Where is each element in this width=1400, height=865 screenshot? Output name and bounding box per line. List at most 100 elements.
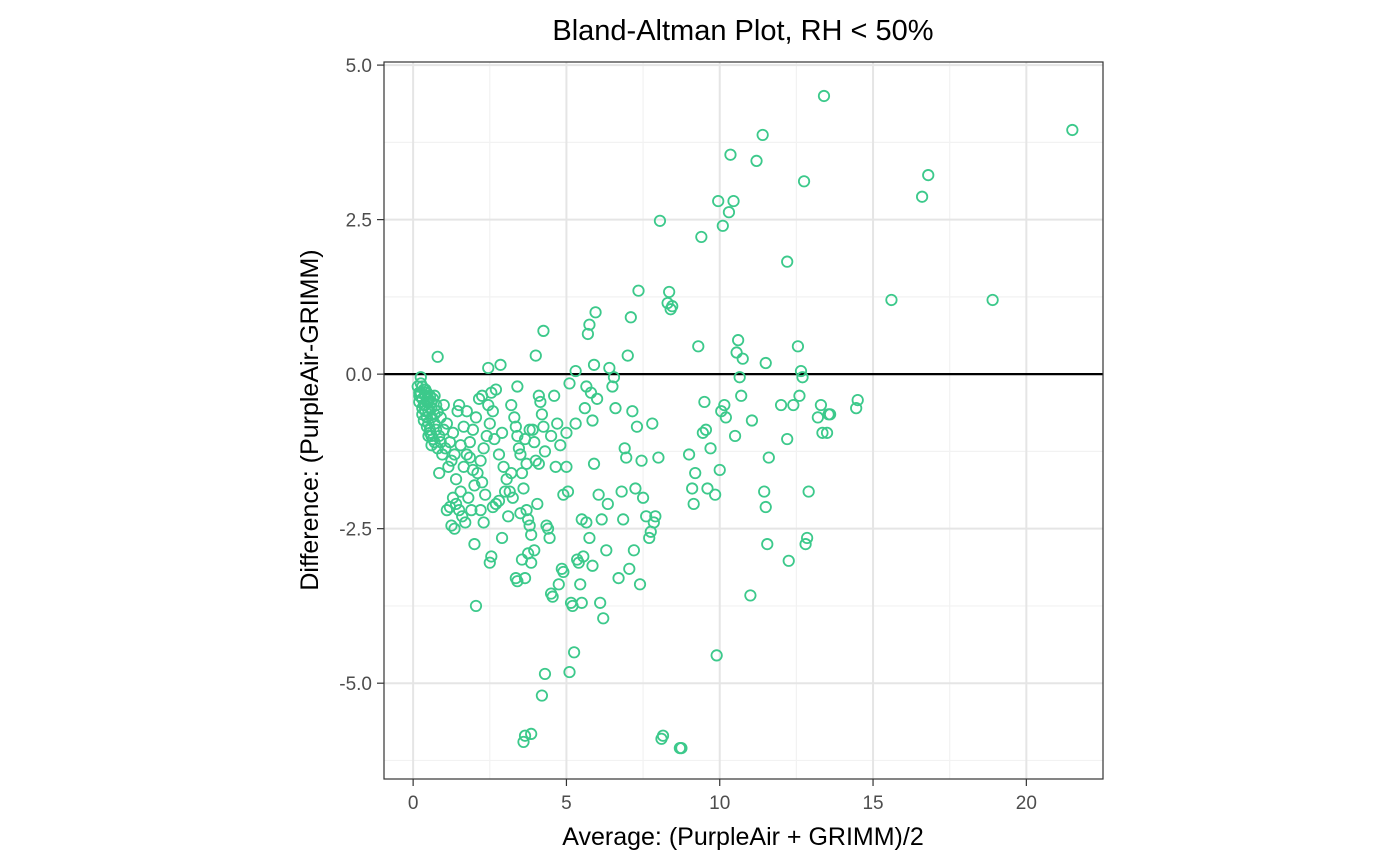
- data-point: [417, 414, 430, 427]
- data-point: [712, 194, 725, 208]
- data-point: [603, 361, 616, 375]
- data-point: [781, 255, 794, 268]
- data-point: [636, 491, 650, 504]
- data-point: [646, 417, 659, 430]
- data-point: [782, 554, 795, 567]
- data-point: [643, 531, 656, 545]
- data-point: [722, 206, 736, 219]
- data-point: [578, 402, 591, 415]
- data-point: [499, 485, 512, 498]
- data-point: [449, 497, 463, 511]
- data-point: [431, 350, 444, 363]
- data-point: [495, 531, 509, 545]
- data-point: [587, 457, 601, 470]
- data-point: [442, 460, 455, 473]
- data-point: [575, 596, 588, 609]
- data-point: [796, 371, 809, 384]
- data-point: [794, 364, 808, 378]
- data-point: [528, 436, 541, 449]
- data-point: [445, 454, 458, 467]
- x-tick-label: 20: [1016, 793, 1037, 814]
- data-point: [814, 398, 828, 412]
- data-point: [428, 436, 441, 449]
- data-point: [454, 439, 467, 452]
- data-point: [791, 340, 805, 353]
- data-point: [698, 395, 711, 409]
- data-point: [425, 395, 438, 409]
- data-point: [617, 513, 630, 526]
- data-point: [531, 497, 544, 511]
- data-point: [850, 402, 863, 415]
- data-point: [612, 572, 625, 585]
- data-point: [449, 473, 463, 486]
- data-point: [801, 531, 814, 545]
- data-point: [647, 516, 660, 529]
- data-point: [525, 528, 538, 541]
- data-point: [416, 380, 429, 393]
- data-point: [445, 519, 458, 532]
- data-point: [787, 398, 800, 412]
- data-point: [469, 411, 483, 424]
- data-point: [535, 408, 549, 421]
- data-point: [434, 411, 447, 424]
- data-point: [446, 426, 460, 439]
- data-point: [537, 420, 550, 433]
- data-point: [762, 451, 775, 464]
- data-point: [518, 729, 532, 742]
- data-point: [728, 429, 742, 443]
- data-point: [492, 448, 506, 461]
- data-point: [457, 420, 470, 433]
- data-point: [472, 392, 486, 405]
- data-point: [686, 482, 699, 495]
- data-point: [440, 417, 453, 430]
- data-point: [430, 423, 443, 436]
- data-point: [781, 432, 794, 446]
- data-point: [560, 426, 573, 439]
- data-point: [448, 522, 461, 535]
- data-point: [756, 128, 769, 142]
- y-tick-label: 5.0: [346, 56, 372, 77]
- data-point: [718, 398, 731, 412]
- data-point: [569, 417, 582, 430]
- data-point: [851, 394, 864, 407]
- x-tick-label: 5: [561, 793, 572, 814]
- data-point: [586, 559, 599, 572]
- data-point: [480, 429, 493, 443]
- data-point: [759, 500, 772, 514]
- y-tick-label: -5.0: [339, 674, 372, 695]
- data-point: [474, 504, 487, 517]
- x-tick-label: 15: [862, 793, 883, 814]
- data-point: [428, 417, 441, 430]
- data-point: [652, 451, 665, 464]
- data-point: [505, 466, 518, 480]
- data-point: [520, 457, 533, 470]
- data-point: [483, 417, 496, 430]
- data-point: [554, 439, 567, 452]
- data-point: [653, 214, 667, 227]
- data-point: [682, 448, 696, 461]
- data-point: [522, 513, 535, 526]
- data-point: [460, 405, 473, 418]
- data-point: [495, 426, 509, 439]
- x-tick-label: 10: [709, 793, 730, 814]
- data-point: [607, 371, 621, 384]
- data-point: [416, 408, 429, 421]
- data-point: [633, 578, 647, 591]
- data-point: [663, 285, 676, 299]
- data-point: [477, 442, 490, 455]
- data-point: [692, 340, 705, 353]
- data-point: [577, 550, 590, 563]
- data-point: [759, 356, 772, 370]
- y-tick-label: 2.5: [346, 211, 372, 232]
- y-tick-label: 0.0: [346, 365, 372, 386]
- minor-grid: [384, 62, 1103, 779]
- data-point: [745, 414, 759, 427]
- data-point: [802, 485, 815, 498]
- data-point: [587, 358, 601, 371]
- data-point: [422, 429, 435, 443]
- data-point: [543, 531, 556, 545]
- data-point: [736, 352, 749, 365]
- data-point: [469, 599, 483, 613]
- data-point: [797, 175, 811, 188]
- data-point: [629, 482, 642, 495]
